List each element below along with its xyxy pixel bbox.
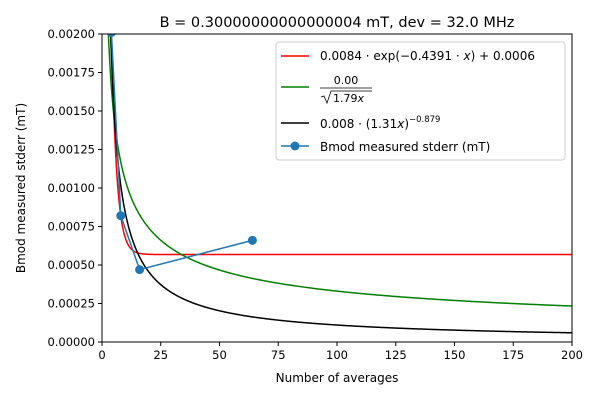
legend-label-blue: Bmod measured stderr (mT) bbox=[320, 140, 490, 154]
x-axis: 0 25 50 75 100 125 150 175 200 bbox=[98, 342, 583, 362]
data-point bbox=[107, 34, 116, 37]
legend: 0.0084 · exp(−0.4391 · x) + 0.0006 0.00 … bbox=[275, 41, 566, 161]
y-tick-label: 0.00000 bbox=[47, 335, 95, 349]
y-tick-label: 0.00025 bbox=[47, 297, 95, 311]
y-tick-label: 0.00150 bbox=[47, 104, 95, 118]
x-tick-label: 50 bbox=[212, 348, 227, 362]
x-tick-label: 75 bbox=[271, 348, 286, 362]
chart-title: B = 0.30000000000000004 mT, dev = 32.0 M… bbox=[160, 15, 515, 31]
y-tick-label: 0.00200 bbox=[47, 27, 95, 41]
x-tick-label: 25 bbox=[153, 348, 168, 362]
data-point bbox=[247, 235, 257, 245]
x-axis-label: Number of averages bbox=[276, 371, 399, 385]
y-tick-label: 0.00175 bbox=[47, 66, 95, 80]
legend-label-green-numerator: 0.00 bbox=[334, 74, 359, 87]
data-point bbox=[116, 211, 126, 221]
x-tick-label: 0 bbox=[98, 348, 105, 362]
y-axis-label: Bmod measured stderr (mT) bbox=[14, 103, 28, 273]
data-point bbox=[135, 265, 145, 275]
series-line-measured bbox=[110, 34, 253, 271]
x-tick-label: 100 bbox=[326, 348, 348, 362]
legend-marker-blue bbox=[290, 141, 300, 151]
series-line-fit-sqrt bbox=[107, 34, 572, 307]
series-line-fit-power bbox=[109, 34, 572, 334]
y-tick-label: 0.00125 bbox=[47, 143, 95, 157]
series-layer bbox=[107, 34, 572, 334]
legend-label-red: 0.0084 · exp(−0.4391 · x) + 0.0006 bbox=[320, 49, 535, 63]
legend-label-green-denominator: 1.79x bbox=[333, 92, 365, 105]
y-tick-label: 0.00050 bbox=[47, 258, 95, 272]
x-tick-label: 200 bbox=[561, 348, 583, 362]
y-tick-label: 0.00100 bbox=[47, 181, 95, 195]
y-tick-label: 0.00075 bbox=[47, 220, 95, 234]
x-tick-label: 125 bbox=[385, 348, 407, 362]
y-axis: 0.00000 0.00025 0.00050 0.00075 0.00100 0.001… bbox=[47, 27, 102, 349]
legend-box bbox=[275, 41, 566, 161]
legend-sqrt-sign bbox=[320, 90, 372, 105]
legend-label-black: 0.008 · (1.31x)−0.879 bbox=[320, 115, 440, 131]
x-tick-label: 150 bbox=[444, 348, 466, 362]
series-line-fit-exp bbox=[110, 34, 572, 256]
x-tick-label: 175 bbox=[502, 348, 524, 362]
